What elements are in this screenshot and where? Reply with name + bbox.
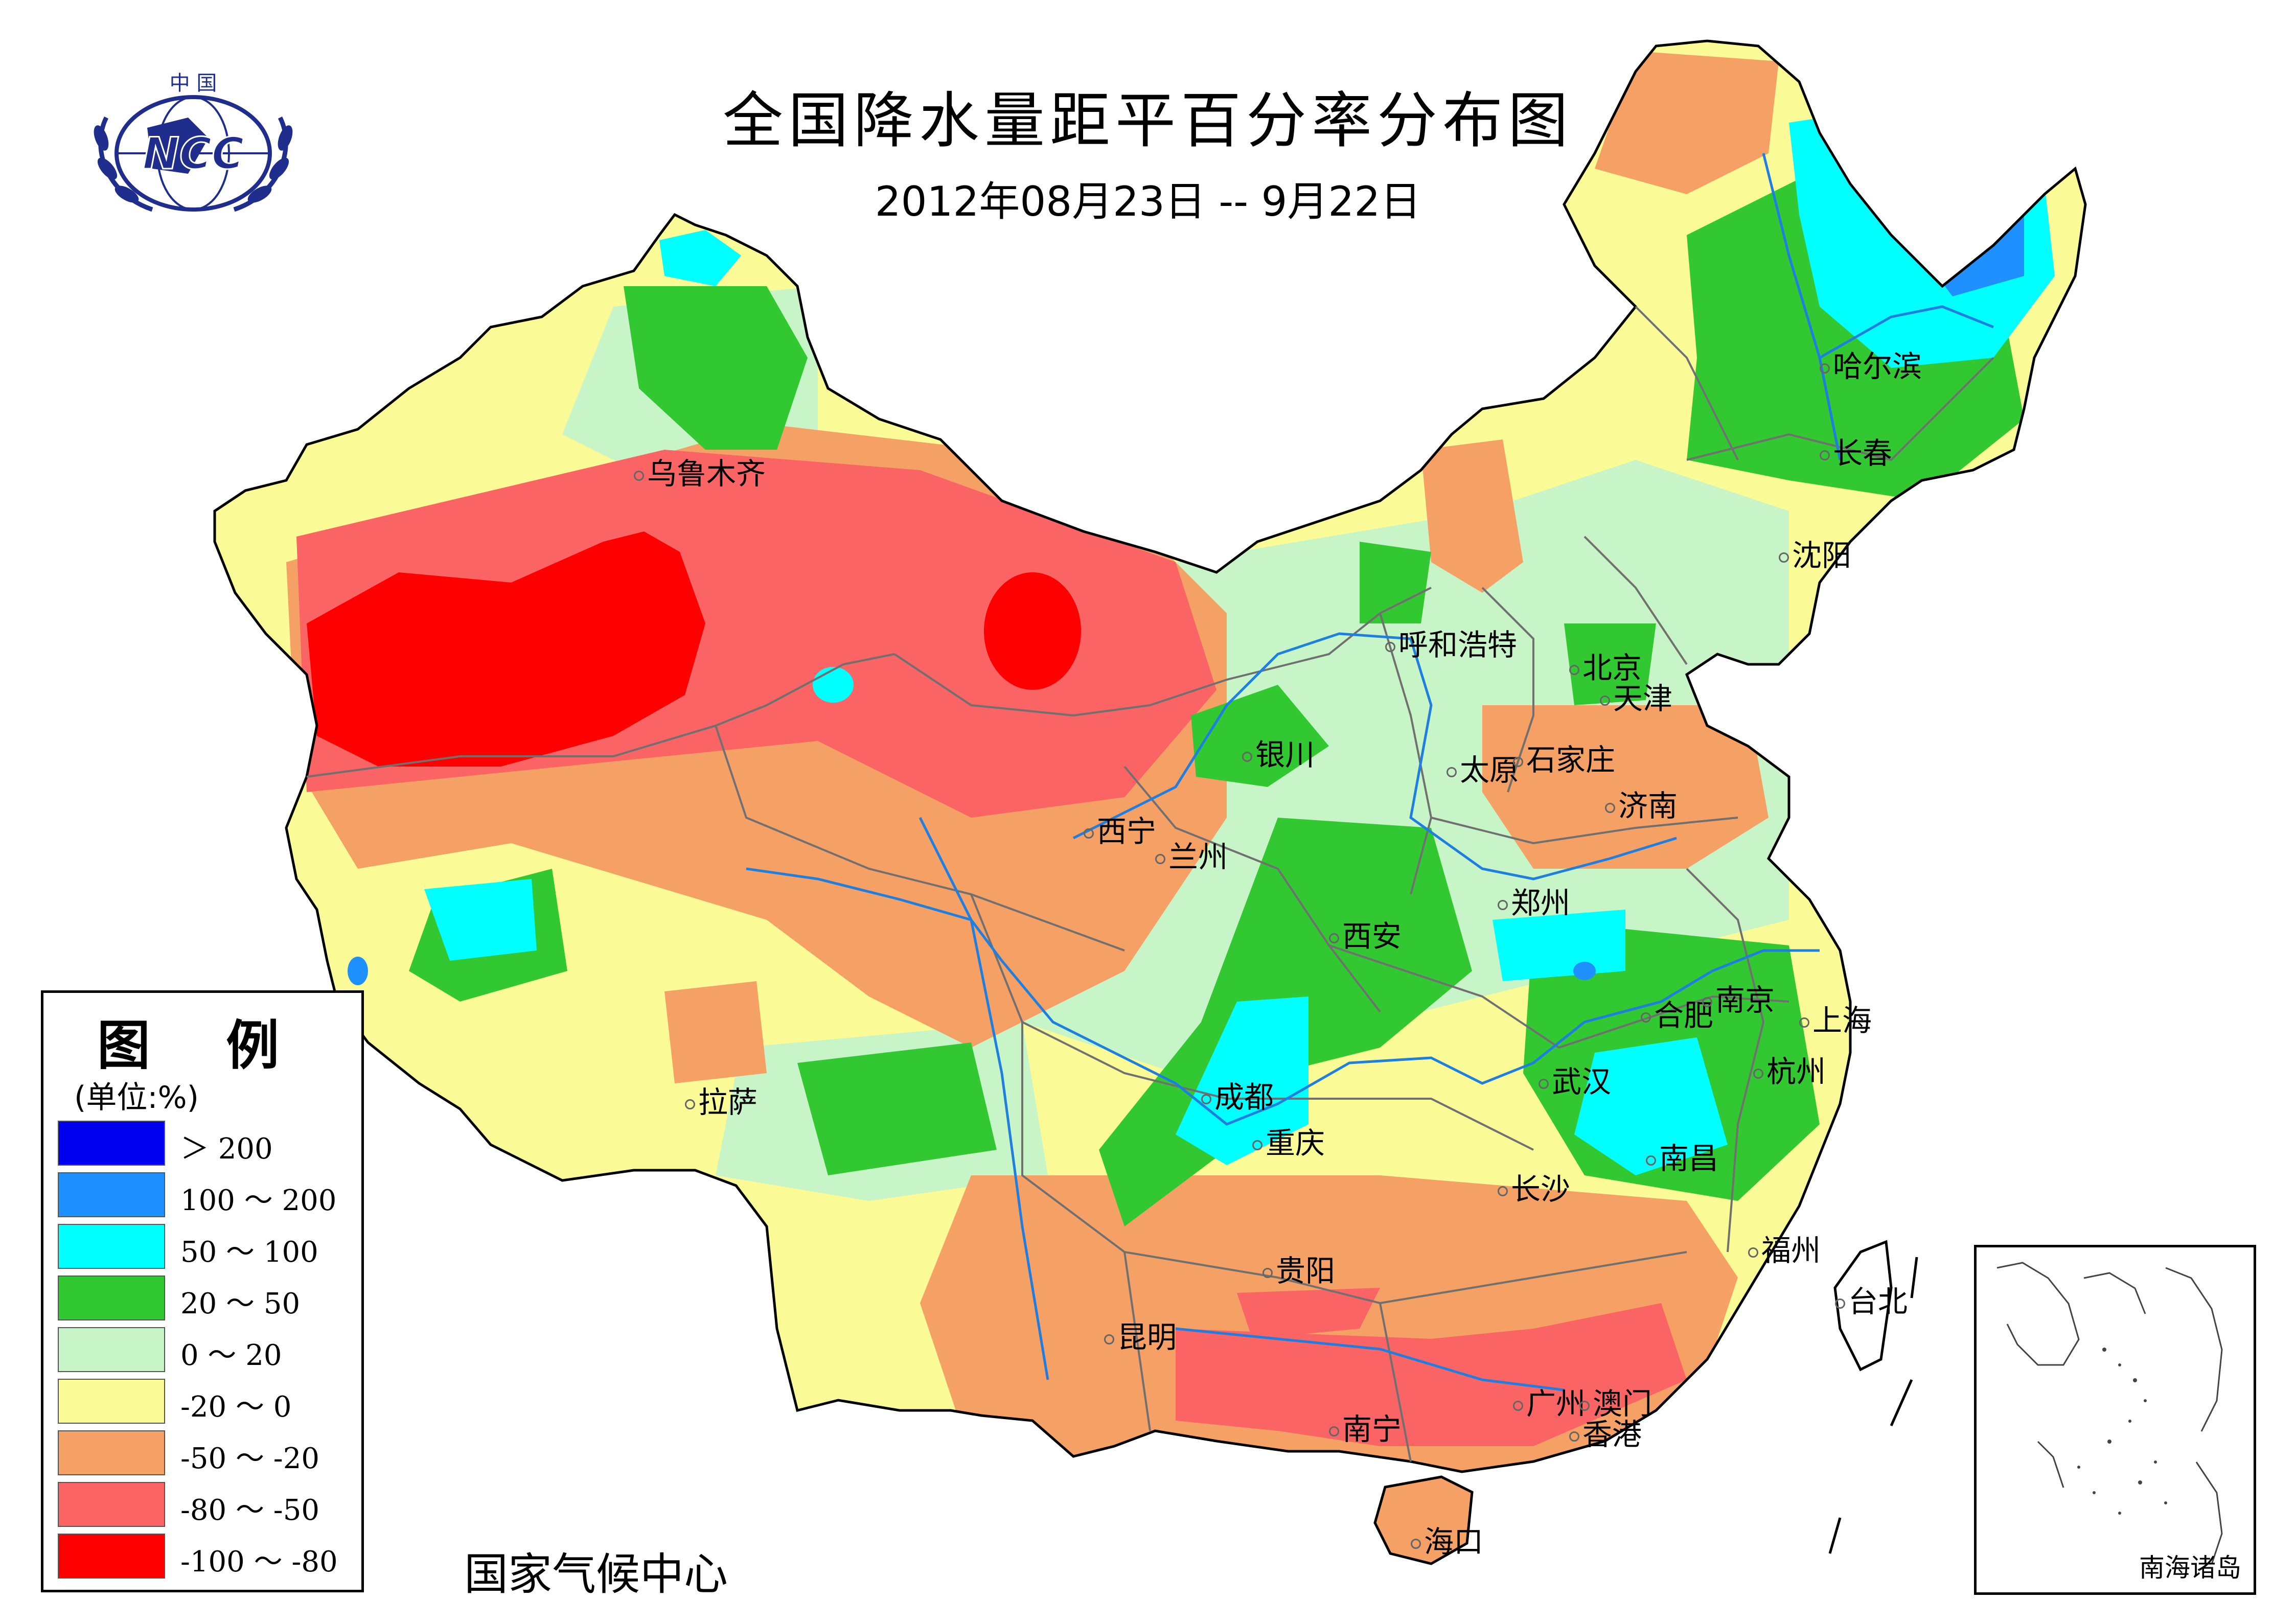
city-taiyuan: 太原 [1447,746,1519,789]
ncc-globe-wreath-logo: NCC 中 国 [76,72,311,225]
city-chongqing: 重庆 [1252,1119,1325,1162]
legend-unit: (单位:%) [74,1080,199,1116]
city-hangzhou: 杭州 [1753,1048,1826,1091]
legend-label: -100 ～ -80 [180,1545,338,1579]
legend-swatch [58,1121,165,1166]
city-changsha: 长沙 [1498,1165,1570,1208]
city-xining: 西宁 [1084,807,1156,850]
city-nanchang: 南昌 [1646,1134,1718,1177]
city-zhengzhou: 郑州 [1498,879,1570,922]
legend-label: 50 ～ 100 [180,1236,318,1269]
map-title: 全国降水量距平百分率分布图 [722,85,1573,156]
city-lhasa: 拉萨 [685,1078,757,1121]
legend-swatch [58,1379,165,1424]
city-shenyang: 沈阳 [1779,531,1851,574]
city-guiyang: 贵阳 [1262,1247,1335,1290]
city-yinchuan: 银川 [1242,731,1315,774]
city-wuhan: 武汉 [1539,1058,1611,1101]
legend-label: -20 ～ 0 [180,1390,292,1424]
legend-title: 图 例 [97,1014,308,1077]
inset-label: 南海诸岛 [2139,1553,2241,1583]
legend-swatch [58,1534,165,1579]
city-shijiazhuang: 石家庄 [1513,736,1615,779]
legend-label: -80 ～ -50 [180,1494,319,1527]
city-shanghai: 上海 [1799,996,1872,1039]
city-taipei: 台北 [1835,1278,1908,1320]
city-harbin: 哈尔滨 [1820,342,1922,385]
city-macau: 澳门 [1579,1380,1652,1423]
city-changchun: 长春 [1820,429,1892,472]
city-urumqi: 乌鲁木齐 [634,450,766,493]
legend-item: -80 ～ -50 [58,1482,359,1527]
city-kunming: 昆明 [1104,1313,1177,1356]
map-date-range: 2012年08月23日 -- 9月22日 [875,178,1421,225]
city-chengdu: 成都 [1201,1073,1274,1116]
legend-item: -50 ～ -20 [58,1430,359,1475]
legend-item: -20 ～ 0 [58,1379,359,1424]
inset-map [1996,1262,2223,1565]
map-legend: 图 例 (单位:%) ＞ 200 100 ～ 200 50 ～ 100 20 ～ 50… [41,990,364,1592]
ncc-logo-abbr: NCC [143,128,244,179]
city-nanning: 南宁 [1329,1405,1402,1448]
city-lanzhou: 兰州 [1155,833,1228,876]
legend-item: 50 ～ 100 [58,1224,359,1269]
ncc-logo-top-text: 中 国 [170,72,217,95]
legend-item: ＞ 200 [58,1121,359,1166]
legend-label: 0 ～ 20 [180,1339,282,1372]
city-haikou: 海口 [1411,1518,1483,1561]
south-china-sea-inset: 南海诸岛 [1974,1245,2256,1595]
legend-item: 100 ～ 200 [58,1172,359,1217]
city-guangzhou: 广州 [1513,1380,1586,1423]
legend-item: 0 ～ 20 [58,1327,359,1372]
city-xian: 西安 [1329,912,1402,955]
city-fuzhou: 福州 [1748,1226,1821,1269]
legend-label: 100 ～ 200 [180,1184,337,1217]
legend-swatch [58,1224,165,1269]
city-hohhot: 呼和浩特 [1385,621,1517,664]
legend-label: 20 ～ 50 [180,1287,301,1320]
agency-name: 国家气候中心 [464,1549,728,1600]
city-nanjing: 南京 [1702,976,1775,1019]
city-tianjin: 天津 [1600,675,1672,717]
legend-label: ＞ 200 [180,1132,273,1166]
city-jinan: 济南 [1605,782,1678,825]
legend-label: -50 ～ -20 [180,1442,319,1475]
legend-swatch [58,1276,165,1320]
legend-item: -100 ～ -80 [58,1534,359,1579]
legend-swatch [58,1327,165,1372]
legend-item: 20 ～ 50 [58,1276,359,1320]
legend-swatch [58,1430,165,1475]
legend-swatch [58,1172,165,1217]
city-hongkong: 香港 [1569,1410,1642,1453]
city-beijing: 北京 [1569,644,1642,687]
legend-swatch [58,1482,165,1527]
